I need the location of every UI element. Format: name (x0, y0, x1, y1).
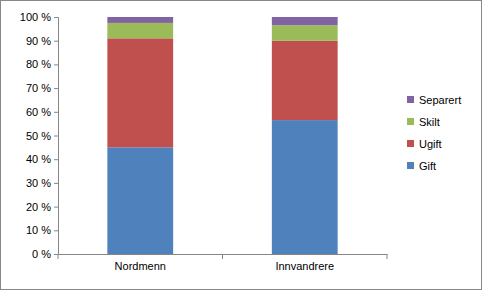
x-tick-label: Innvandrere (275, 260, 334, 272)
y-axis: 0 % 10 % 20 % 30 % 40 % 50 % 60 % 70 % 80 % 90 % 1… (20, 11, 59, 260)
y-tick-mark (54, 230, 58, 231)
y-tick-mark (54, 183, 58, 184)
x-tick: Nordmenn (115, 254, 166, 272)
bars (107, 17, 337, 254)
y-tick: 90 % (26, 35, 58, 47)
y-axis-line (54, 18, 59, 255)
y-tick: 30 % (26, 177, 58, 189)
bar-segment (107, 147, 173, 254)
x-separator (222, 254, 223, 259)
y-tick-label: 40 % (26, 153, 51, 165)
y-tick-mark (54, 64, 58, 65)
y-tick-mark (54, 88, 58, 89)
legend-swatch (407, 96, 414, 103)
legend-swatch (407, 162, 414, 169)
y-tick-mark (54, 136, 58, 137)
bar-segment (107, 38, 173, 147)
x-separator (58, 254, 59, 259)
bar-segment (272, 17, 338, 25)
y-tick-mark (54, 159, 58, 160)
y-tick-label: 0 % (32, 248, 51, 260)
y-tick-label: 60 % (26, 106, 51, 118)
legend-item: Gift (407, 160, 436, 172)
y-tick-label: 50 % (26, 130, 51, 142)
y-tick-mark (54, 41, 58, 42)
y-tick: 60 % (26, 106, 58, 118)
y-tick-label: 70 % (26, 82, 51, 94)
bar-segment (272, 120, 338, 254)
y-tick-label: 100 % (20, 11, 51, 23)
y-tick: 20 % (26, 201, 58, 213)
bar-segment (272, 41, 338, 120)
bar-segment (107, 17, 173, 23)
legend-label: Separert (419, 94, 461, 106)
y-tick-label: 20 % (26, 201, 51, 213)
y-tick-label: 90 % (26, 35, 51, 47)
x-separator (387, 254, 388, 259)
y-tick: 40 % (26, 153, 58, 165)
y-tick-mark (54, 207, 58, 208)
y-tick-label: 10 % (26, 224, 51, 236)
legend-item: Skilt (407, 116, 440, 128)
bar-segment (107, 23, 173, 38)
legend-swatch (407, 140, 414, 147)
plot: 0 % 10 % 20 % 30 % 40 % 50 % 60 % 70 % 80 % 90 % 1… (20, 11, 388, 272)
x-axis: Nordmenn Innvandrere (59, 254, 388, 272)
legend: Separert Skilt Ugift Gift (407, 94, 461, 172)
legend-label: Gift (419, 160, 436, 172)
y-tick: 70 % (26, 82, 58, 94)
y-tick-mark (54, 112, 58, 113)
x-tick-label: Nordmenn (115, 260, 166, 272)
y-tick: 50 % (26, 130, 58, 142)
y-tick-label: 30 % (26, 177, 51, 189)
legend-item: Ugift (407, 138, 442, 150)
bar-segment (272, 25, 338, 40)
y-tick: 10 % (26, 224, 58, 236)
legend-label: Skilt (419, 116, 440, 128)
y-tick-mark (54, 254, 58, 255)
y-tick-label: 80 % (26, 58, 51, 70)
x-tick: Innvandrere (275, 254, 334, 272)
chart: 0 % 10 % 20 % 30 % 40 % 50 % 60 % 70 % 80 % 90 % 1… (0, 0, 482, 290)
chart-frame (1, 1, 482, 290)
y-tick: 80 % (26, 58, 58, 70)
legend-label: Ugift (419, 138, 442, 150)
legend-swatch (407, 118, 414, 125)
y-tick: 100 % (20, 11, 58, 23)
y-tick: 0 % (32, 248, 58, 260)
y-tick-mark (54, 17, 58, 18)
legend-item: Separert (407, 94, 461, 106)
